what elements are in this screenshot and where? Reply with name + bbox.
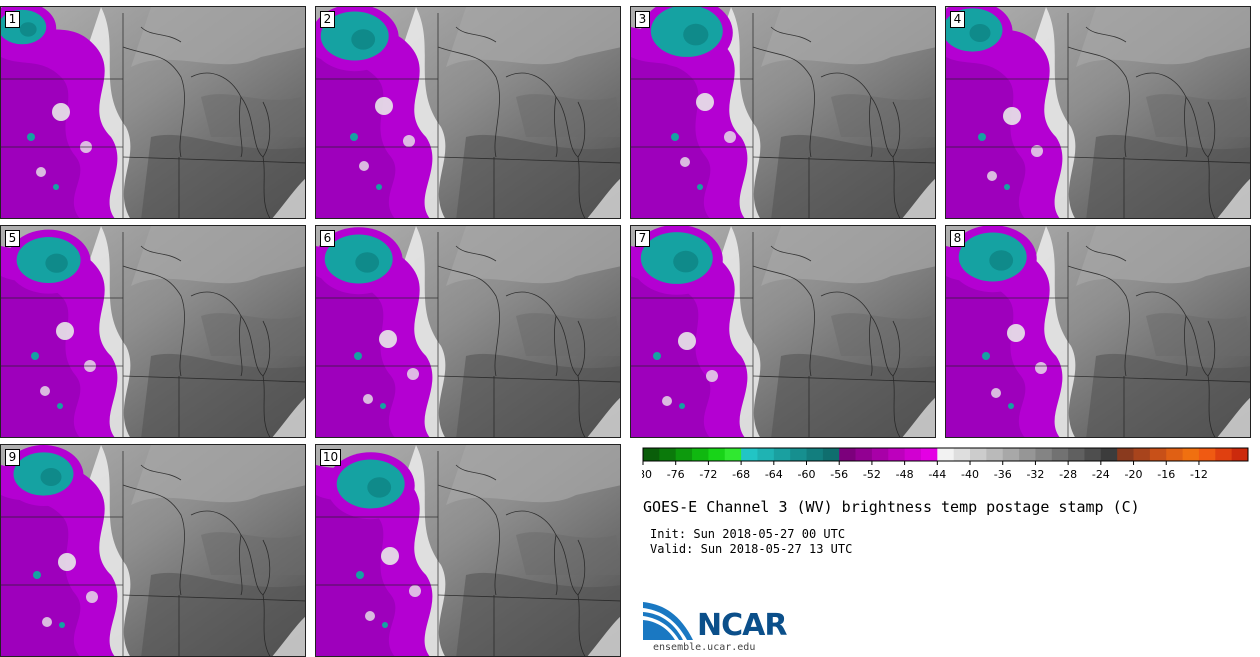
temperature-colorbar: -80 -76 -72 -68 -64 -60 -56 -52 -48 -44 -40 -36 -32 -… bbox=[642, 447, 1249, 481]
water-vapor-map bbox=[316, 445, 620, 656]
colorbar-swatch bbox=[790, 448, 807, 461]
member-number: 7 bbox=[635, 230, 650, 247]
colorbar-swatch bbox=[1198, 448, 1216, 461]
colorbar-swatch bbox=[904, 448, 922, 461]
ncar-logo-icon bbox=[643, 602, 693, 640]
init-time: Init: Sun 2018-05-27 00 UTC bbox=[650, 527, 845, 541]
colorbar-swatch bbox=[839, 448, 856, 461]
water-vapor-map bbox=[316, 226, 620, 437]
colorbar-swatch bbox=[741, 448, 758, 461]
colorbar-swatch bbox=[1100, 448, 1118, 461]
water-vapor-map bbox=[1, 445, 305, 656]
colorbar-swatch bbox=[1035, 448, 1053, 461]
member-number: 9 bbox=[5, 449, 20, 466]
colorbar-swatch bbox=[708, 448, 726, 461]
water-vapor-map bbox=[946, 226, 1250, 437]
water-vapor-map bbox=[1, 7, 305, 218]
colorbar-swatch bbox=[1084, 448, 1102, 461]
init-label: Init: bbox=[650, 527, 687, 541]
water-vapor-map bbox=[631, 7, 935, 218]
ensemble-member-panel: 5 bbox=[0, 225, 306, 438]
colorbar-swatch bbox=[937, 448, 955, 461]
valid-time: Valid: Sun 2018-05-27 13 UTC bbox=[650, 542, 852, 556]
colorbar-swatch bbox=[643, 448, 660, 461]
valid-value: Sun 2018-05-27 13 UTC bbox=[700, 542, 853, 556]
colorbar-tick-label: -20 bbox=[1125, 468, 1143, 481]
colorbar-swatch bbox=[1133, 448, 1151, 461]
colorbar-tick-label: -52 bbox=[863, 468, 881, 481]
colorbar-swatch bbox=[1068, 448, 1085, 461]
colorbar-tick-label: -60 bbox=[798, 468, 816, 481]
colorbar-tick-label: -24 bbox=[1092, 468, 1110, 481]
member-number: 10 bbox=[320, 449, 341, 466]
member-number: 3 bbox=[635, 11, 650, 28]
colorbar-swatch bbox=[675, 448, 693, 461]
colorbar-tick-label: -28 bbox=[1059, 468, 1077, 481]
colorbar-frame bbox=[642, 447, 1249, 462]
colorbar-swatch bbox=[1019, 448, 1036, 461]
colorbar-swatch bbox=[773, 448, 791, 461]
colorbar-swatch bbox=[692, 448, 709, 461]
ensemble-member-panel: 9 bbox=[0, 444, 306, 657]
colorbar-swatch bbox=[1166, 448, 1183, 461]
colorbar-tick-label: -32 bbox=[1026, 468, 1044, 481]
ensemble-member-panel: 7 bbox=[630, 225, 936, 438]
ncar-wordmark: NCAR bbox=[697, 608, 787, 643]
colorbar-swatch bbox=[724, 448, 742, 461]
colorbar-swatch bbox=[757, 448, 775, 461]
colorbar-tick-label: -72 bbox=[699, 468, 717, 481]
colorbar-swatch bbox=[953, 448, 971, 461]
colorbar-tick-label: -48 bbox=[896, 468, 914, 481]
colorbar-swatch bbox=[1149, 448, 1167, 461]
colorbar-swatch bbox=[659, 448, 677, 461]
ensemble-member-panel: 1 bbox=[0, 6, 306, 219]
colorbar-tick-label: -68 bbox=[732, 468, 750, 481]
member-number: 8 bbox=[950, 230, 965, 247]
valid-label: Valid: bbox=[650, 542, 694, 556]
water-vapor-map bbox=[631, 226, 935, 437]
member-number: 6 bbox=[320, 230, 335, 247]
colorbar-swatch bbox=[871, 448, 889, 461]
colorbar-tick-label: -44 bbox=[928, 468, 946, 481]
colorbar-tick-label: -64 bbox=[765, 468, 783, 481]
colorbar-tick-label: -40 bbox=[961, 468, 979, 481]
colorbar-swatch bbox=[1215, 448, 1233, 461]
colorbar-swatch bbox=[1182, 448, 1200, 461]
ensemble-member-panel: 10 bbox=[315, 444, 621, 657]
colorbar-swatch bbox=[1002, 448, 1020, 461]
colorbar-swatch bbox=[822, 448, 840, 461]
ensemble-member-panel: 2 bbox=[315, 6, 621, 219]
colorbar-swatch bbox=[806, 448, 824, 461]
colorbar-tick-label: -12 bbox=[1190, 468, 1208, 481]
colorbar-tick-label: -36 bbox=[994, 468, 1012, 481]
colorbar-swatch bbox=[920, 448, 938, 461]
ensemble-member-panel: 8 bbox=[945, 225, 1251, 438]
member-number: 2 bbox=[320, 11, 335, 28]
colorbar-swatch bbox=[855, 448, 873, 461]
init-value: Sun 2018-05-27 00 UTC bbox=[693, 527, 846, 541]
colorbar-swatch bbox=[888, 448, 906, 461]
ensemble-member-panel: 6 bbox=[315, 225, 621, 438]
colorbar-tick-label: -80 bbox=[642, 468, 652, 481]
ensemble-member-panel: 4 bbox=[945, 6, 1251, 219]
colorbar-swatch bbox=[970, 448, 987, 461]
member-number: 5 bbox=[5, 230, 20, 247]
colorbar-swatch bbox=[1117, 448, 1134, 461]
ncar-url: ensemble.ucar.edu bbox=[653, 642, 756, 653]
member-number: 4 bbox=[950, 11, 965, 28]
colorbar-tick-label: -56 bbox=[830, 468, 848, 481]
ensemble-member-panel: 3 bbox=[630, 6, 936, 219]
water-vapor-map bbox=[1, 226, 305, 437]
figure-title: GOES-E Channel 3 (WV) brightness temp po… bbox=[643, 498, 1140, 516]
water-vapor-map bbox=[946, 7, 1250, 218]
member-number: 1 bbox=[5, 11, 20, 28]
colorbar-swatch bbox=[986, 448, 1004, 461]
colorbar-swatch bbox=[1051, 448, 1069, 461]
water-vapor-map bbox=[316, 7, 620, 218]
colorbar-swatch bbox=[1231, 448, 1249, 461]
colorbar-tick-label: -76 bbox=[667, 468, 685, 481]
colorbar-tick-label: -16 bbox=[1157, 468, 1175, 481]
